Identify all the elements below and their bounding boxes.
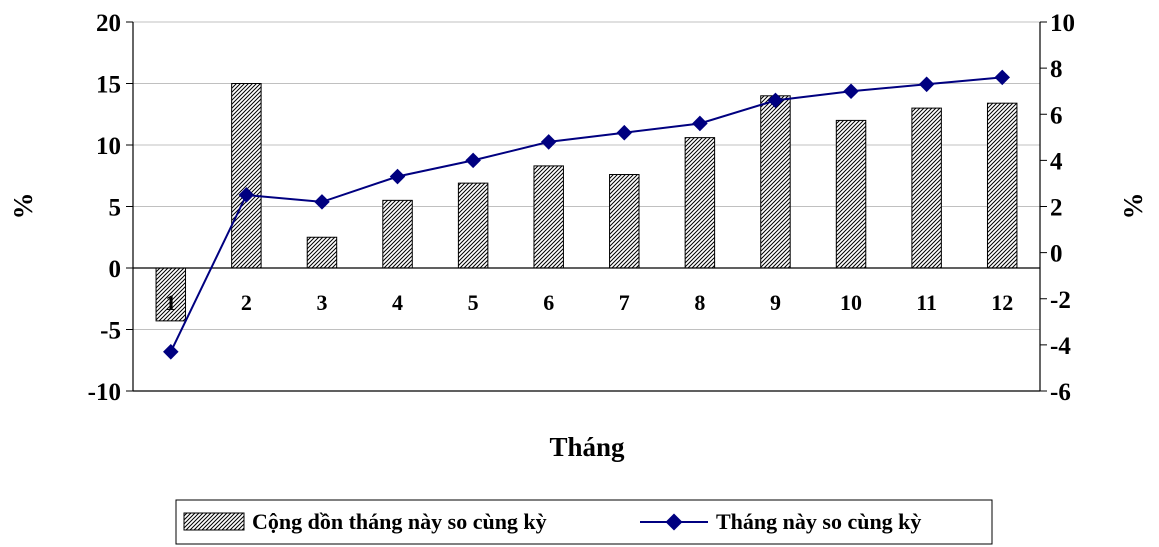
left-tick-label: 10 bbox=[96, 133, 121, 160]
category-label: 5 bbox=[468, 290, 479, 315]
line-point-month-10 bbox=[843, 83, 859, 99]
legend-line-label: Tháng này so cùng kỳ bbox=[716, 509, 921, 534]
right-tick-label: -6 bbox=[1050, 379, 1071, 406]
bar-month-2 bbox=[231, 83, 262, 269]
category-label: 1 bbox=[165, 290, 176, 315]
line-point-month-8 bbox=[692, 115, 708, 132]
category-label: 8 bbox=[694, 290, 705, 315]
gridlines bbox=[133, 21, 1040, 330]
line-point-month-4 bbox=[389, 168, 406, 185]
line-point-month-12 bbox=[994, 69, 1011, 86]
line-point-month-1 bbox=[163, 344, 179, 360]
right-tick-label: 4 bbox=[1050, 148, 1063, 175]
line-point-month-6 bbox=[540, 134, 557, 150]
right-tick-label: -2 bbox=[1050, 287, 1071, 314]
line-series bbox=[163, 69, 1011, 360]
left-tick-label: 15 bbox=[96, 72, 121, 99]
bar-month-3 bbox=[306, 236, 338, 269]
right-tick-label: 2 bbox=[1050, 195, 1063, 222]
category-label: 7 bbox=[619, 290, 630, 315]
line-path bbox=[169, 76, 1003, 353]
legend-bar-swatch bbox=[183, 512, 245, 531]
line-point-month-7 bbox=[616, 124, 633, 141]
legend-line-marker bbox=[665, 513, 683, 531]
bar-month-6 bbox=[533, 165, 564, 269]
right-axis-ticks: 10 8 6 4 2 0 -2 -4 -6 bbox=[1040, 10, 1075, 406]
y-axis-title-right: % bbox=[1118, 193, 1148, 220]
bar-month-8 bbox=[684, 137, 716, 269]
legend: Cộng dồn tháng này so cùng kỳ Tháng này … bbox=[175, 499, 993, 545]
bar-month-7 bbox=[609, 174, 640, 269]
right-tick-label: -4 bbox=[1050, 333, 1071, 360]
line-point-month-3 bbox=[314, 194, 330, 210]
right-tick-label: 10 bbox=[1050, 10, 1075, 37]
right-tick-label: 6 bbox=[1050, 102, 1063, 129]
bar-month-4 bbox=[382, 199, 413, 269]
right-tick-label: 8 bbox=[1050, 56, 1063, 83]
bar-series bbox=[155, 83, 1018, 322]
left-axis-ticks: 20 15 10 5 0 -5 -10 bbox=[88, 10, 133, 406]
category-label: 9 bbox=[770, 290, 781, 315]
line-point-month-11 bbox=[918, 76, 935, 93]
legend-bar-label: Cộng dồn tháng này so cùng kỳ bbox=[252, 509, 547, 534]
bar-month-5 bbox=[457, 182, 489, 269]
left-tick-label: -10 bbox=[88, 379, 121, 406]
legend-box bbox=[175, 499, 993, 545]
y-axis-title-left: % bbox=[8, 193, 38, 220]
category-label: 10 bbox=[840, 290, 862, 315]
bar-month-12 bbox=[986, 102, 1018, 269]
category-label: 6 bbox=[543, 290, 554, 315]
line-point-month-2 bbox=[238, 187, 255, 203]
x-axis-title: Tháng bbox=[549, 432, 625, 462]
bar-month-10 bbox=[835, 119, 867, 269]
line-point-month-5 bbox=[465, 152, 481, 169]
bar-month-9 bbox=[760, 95, 791, 269]
left-tick-label: 20 bbox=[96, 10, 121, 37]
category-labels: 1 2 3 4 5 6 7 8 9 10 11 12 bbox=[165, 290, 1013, 315]
category-label: 12 bbox=[991, 290, 1013, 315]
bar-month-11 bbox=[911, 107, 942, 269]
bar-month-1 bbox=[155, 267, 187, 322]
left-tick-label: 0 bbox=[109, 256, 122, 283]
category-label: 4 bbox=[392, 290, 403, 315]
right-tick-label: 0 bbox=[1050, 241, 1063, 268]
category-label: 2 bbox=[241, 290, 252, 315]
left-tick-label: -5 bbox=[100, 318, 121, 345]
left-tick-label: 5 bbox=[109, 195, 122, 222]
category-label: 11 bbox=[916, 290, 937, 315]
category-label: 3 bbox=[316, 290, 327, 315]
